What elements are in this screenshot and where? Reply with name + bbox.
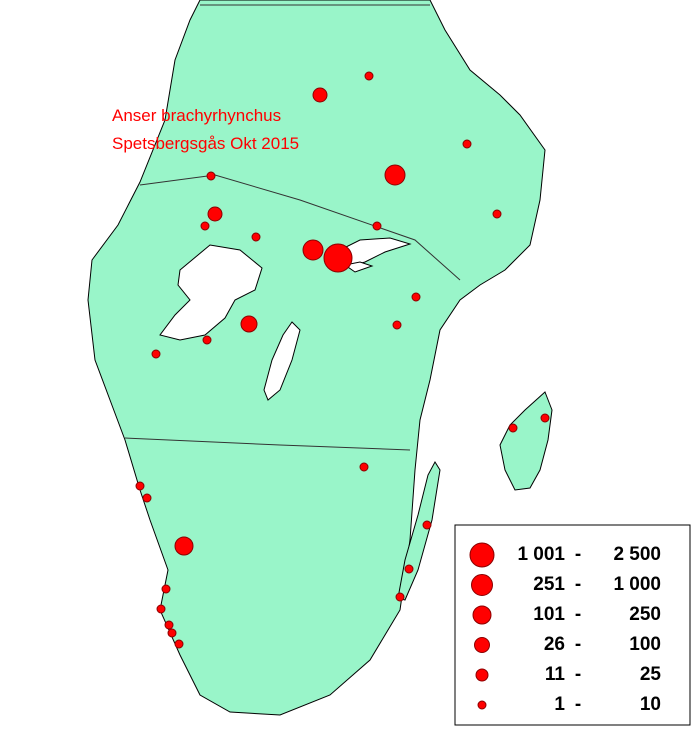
- observation-dot: [200, 221, 210, 231]
- gotland: [499, 391, 553, 491]
- legend-symbol: [474, 637, 490, 653]
- lake-vanern: [159, 244, 263, 341]
- observation-dot: [508, 423, 518, 433]
- observation-dot: [384, 164, 406, 186]
- observation-dot: [422, 520, 432, 530]
- legend-to: 2 500: [613, 544, 661, 565]
- boundary: [124, 437, 411, 451]
- observation-dot: [206, 171, 216, 181]
- observation-dot: [207, 206, 223, 222]
- land: [87, 0, 546, 716]
- observation-dot: [174, 639, 184, 649]
- legend-separator: -: [575, 634, 581, 655]
- legend-from: 101: [533, 604, 565, 625]
- observation-dot: [359, 462, 369, 472]
- observation-dot: [323, 243, 353, 273]
- observation-dot: [164, 620, 174, 630]
- boundary: [139, 174, 461, 281]
- lake-vattern: [263, 321, 301, 401]
- observation-dot: [142, 493, 152, 503]
- observation-dot: [202, 335, 212, 345]
- map-title: Anser brachyrhynchus: [112, 106, 281, 125]
- map-title: Spetsbergsgås Okt 2015: [112, 134, 299, 153]
- observation-dot: [492, 209, 502, 219]
- legend-to: 1 000: [613, 574, 661, 595]
- observations: [135, 71, 550, 649]
- legend-from: 11: [545, 664, 566, 685]
- observation-dot: [251, 232, 261, 242]
- legend-separator: -: [575, 544, 581, 565]
- legend-to: 100: [629, 634, 661, 655]
- observation-dot: [364, 71, 374, 81]
- legend-separator: -: [575, 604, 581, 625]
- observation-dot: [174, 536, 194, 556]
- legend-symbol: [469, 542, 495, 568]
- observation-dot: [240, 315, 258, 333]
- legend-separator: -: [575, 694, 581, 715]
- observation-dot: [167, 628, 177, 638]
- observation-dot: [151, 349, 161, 359]
- observation-dot: [404, 564, 414, 574]
- legend-to: 250: [629, 604, 661, 625]
- legend-to: 25: [640, 664, 662, 685]
- legend-to: 10: [640, 694, 661, 715]
- observation-dot: [161, 584, 171, 594]
- observation-dot: [302, 239, 324, 261]
- legend-separator: -: [575, 664, 581, 685]
- lake-hjalmaren: [343, 261, 374, 273]
- legend-from: 1 001: [517, 544, 565, 565]
- legend-symbol: [477, 700, 487, 710]
- legend-from: 251: [533, 574, 565, 595]
- legend-from: 1: [554, 694, 565, 715]
- observation-dot: [392, 320, 402, 330]
- observation-dot: [372, 221, 382, 231]
- observation-dot: [135, 481, 145, 491]
- observation-dot: [395, 592, 405, 602]
- legend-from: 26: [544, 634, 565, 655]
- observation-dot: [312, 87, 328, 103]
- legend-symbol: [471, 574, 493, 596]
- legend-symbol: [472, 605, 492, 625]
- observation-dot: [411, 292, 421, 302]
- legend-box: [454, 524, 691, 726]
- observation-dot: [540, 413, 550, 423]
- legend-symbol: [475, 668, 489, 682]
- legend-separator: -: [575, 574, 581, 595]
- observation-dot: [156, 604, 166, 614]
- observation-dot: [462, 139, 472, 149]
